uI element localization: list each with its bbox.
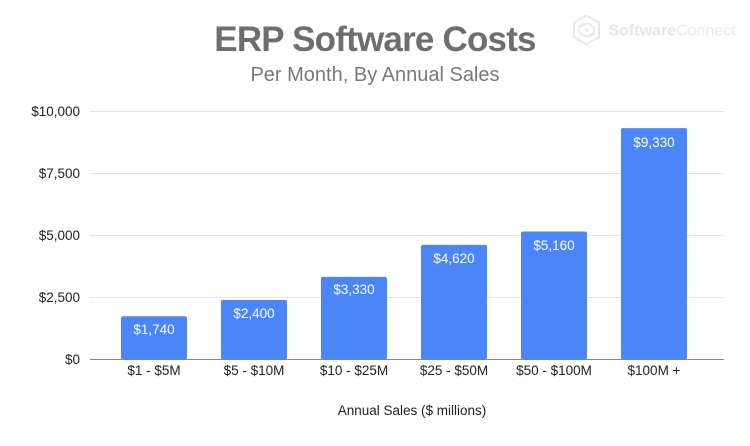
svg-text:$7,500: $7,500 xyxy=(39,166,80,181)
svg-text:$2,400: $2,400 xyxy=(233,306,274,321)
svg-text:$50 - $100M: $50 - $100M xyxy=(516,363,592,378)
svg-text:$5 - $10M: $5 - $10M xyxy=(224,363,285,378)
svg-text:$9,330: $9,330 xyxy=(633,135,674,150)
svg-text:$10 - $25M: $10 - $25M xyxy=(320,363,388,378)
svg-text:$4,620: $4,620 xyxy=(433,251,474,266)
svg-text:$1 - $5M: $1 - $5M xyxy=(127,363,180,378)
svg-text:$3,330: $3,330 xyxy=(333,282,374,297)
svg-text:$100M +: $100M + xyxy=(628,363,681,378)
svg-text:$0: $0 xyxy=(65,352,80,367)
svg-text:$5,000: $5,000 xyxy=(39,228,80,243)
svg-text:$5,160: $5,160 xyxy=(533,238,574,253)
svg-text:$1,740: $1,740 xyxy=(133,322,174,337)
svg-text:$2,500: $2,500 xyxy=(39,290,80,305)
svg-text:$10,000: $10,000 xyxy=(31,104,80,119)
svg-text:$25 - $50M: $25 - $50M xyxy=(420,363,488,378)
